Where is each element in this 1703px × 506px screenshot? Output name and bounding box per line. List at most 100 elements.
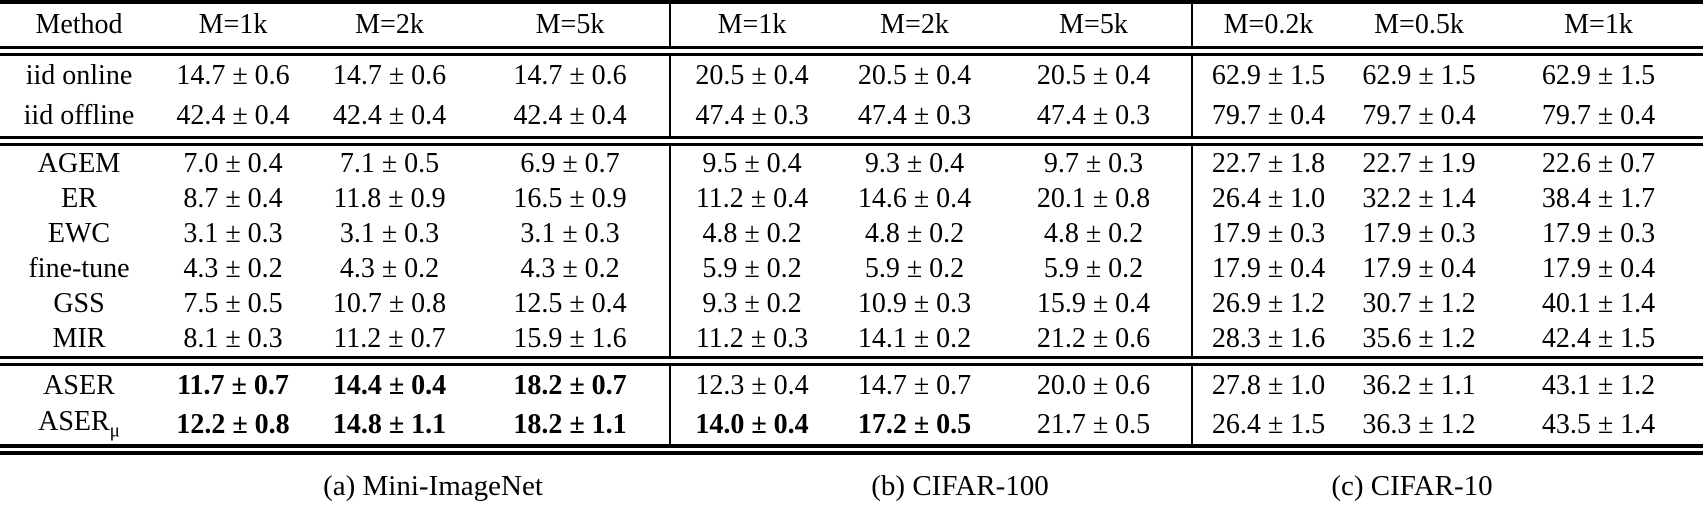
- value-cell: 36.2 ± 1.1: [1362, 369, 1476, 401]
- value-cell: 17.2 ± 0.5: [857, 408, 972, 440]
- method-cell: AGEM: [37, 147, 121, 179]
- value-cell: 14.8 ± 1.1: [332, 408, 447, 440]
- method-cell: ER: [61, 182, 97, 214]
- value-cell: 62.9 ± 1.5: [1541, 60, 1656, 91]
- value-cell: 11.2 ± 0.3: [669, 321, 833, 361]
- value-cell: 20.0 ± 0.6: [1036, 369, 1151, 401]
- value-cell: 42.4 ± 0.4: [176, 100, 290, 131]
- value-cell: 47.4 ± 0.3: [857, 100, 972, 131]
- col-header-c10-m02k: M=0.2k: [1191, 2, 1344, 51]
- value-cell: 15.9 ± 1.6: [513, 322, 627, 354]
- caption-cifar-100: (b) CIFAR-100: [871, 470, 1049, 502]
- method-cell: EWC: [47, 217, 111, 249]
- value-cell: 12.3 ± 0.4: [669, 361, 833, 405]
- value-cell: 62.9 ± 1.5: [1191, 51, 1344, 96]
- value-cell: 28.3 ± 1.6: [1191, 321, 1344, 361]
- value-cell: 14.4 ± 0.4: [332, 369, 447, 401]
- value-cell: 8.1 ± 0.3: [183, 322, 283, 354]
- value-cell: 22.7 ± 1.8: [1191, 141, 1344, 181]
- col-header-c100-m5k: M=5k: [1059, 9, 1128, 40]
- value-cell: 22.6 ± 0.7: [1541, 147, 1656, 179]
- value-cell: 9.7 ± 0.3: [1043, 147, 1144, 179]
- value-cell: 20.5 ± 0.4: [857, 60, 972, 91]
- value-cell: 4.8 ± 0.2: [864, 217, 965, 249]
- method-cell: fine-tune: [28, 252, 130, 284]
- value-cell: 38.4 ± 1.7: [1541, 182, 1656, 214]
- table-row-mir: MIR 8.1 ± 0.3 11.2 ± 0.7 15.9 ± 1.6 11.2…: [0, 321, 1703, 361]
- value-cell: 18.2 ± 1.1: [513, 408, 627, 440]
- method-cell: ASERμ: [38, 406, 120, 442]
- method-cell: MIR: [52, 322, 106, 354]
- value-cell: 17.9 ± 0.4: [1191, 251, 1344, 286]
- value-cell: 14.7 ± 0.7: [857, 369, 972, 401]
- caption-mini-imagenet: (a) Mini-ImageNet: [323, 470, 543, 502]
- value-cell: 8.7 ± 0.4: [183, 182, 283, 214]
- value-cell: 47.4 ± 0.3: [669, 96, 833, 141]
- value-cell: 6.9 ± 0.7: [520, 147, 620, 179]
- table-row-aser: ASER 11.7 ± 0.7 14.4 ± 0.4 18.2 ± 0.7 12…: [0, 361, 1703, 405]
- value-cell: 3.1 ± 0.3: [183, 217, 283, 249]
- value-cell: 14.7 ± 0.6: [176, 60, 290, 91]
- value-cell: 4.3 ± 0.2: [339, 252, 440, 284]
- value-cell: 4.8 ± 0.2: [1043, 217, 1144, 249]
- caption-cifar-10: (c) CIFAR-10: [1331, 470, 1493, 502]
- header-row: Method M=1k M=2k M=5k M=1k M=2k M=5k M=0…: [0, 2, 1703, 51]
- table-row-iid-offline: iid offline 42.4 ± 0.4 42.4 ± 0.4 42.4 ±…: [0, 96, 1703, 141]
- col-header-c100-m1k: M=1k: [669, 2, 833, 51]
- method-cell: ASER: [43, 369, 115, 401]
- value-cell: 9.3 ± 0.4: [864, 147, 965, 179]
- value-cell: 7.5 ± 0.5: [183, 287, 283, 319]
- value-cell: 36.3 ± 1.2: [1362, 408, 1476, 440]
- mu-subscript: μ: [109, 420, 120, 442]
- table-row-ewc: EWC 3.1 ± 0.3 3.1 ± 0.3 3.1 ± 0.3 4.8 ± …: [0, 216, 1703, 251]
- col-header-c10-m1k: M=1k: [1564, 9, 1633, 40]
- value-cell: 79.7 ± 0.4: [1541, 100, 1656, 131]
- table-row-aser-mu: ASERμ 12.2 ± 0.8 14.8 ± 1.1 18.2 ± 1.1 1…: [0, 405, 1703, 450]
- value-cell: 3.1 ± 0.3: [520, 217, 620, 249]
- value-cell: 17.9 ± 0.3: [1191, 216, 1344, 251]
- value-cell: 20.1 ± 0.8: [1036, 182, 1151, 214]
- table-row-iid-online: iid online 14.7 ± 0.6 14.7 ± 0.6 14.7 ± …: [0, 51, 1703, 96]
- value-cell: 26.4 ± 1.0: [1191, 181, 1344, 216]
- value-cell: 4.3 ± 0.2: [520, 252, 620, 284]
- value-cell: 30.7 ± 1.2: [1362, 287, 1476, 319]
- table-row-agem: AGEM 7.0 ± 0.4 7.1 ± 0.5 6.9 ± 0.7 9.5 ±…: [0, 141, 1703, 181]
- value-cell: 26.4 ± 1.5: [1191, 405, 1344, 450]
- value-cell: 17.9 ± 0.4: [1541, 252, 1656, 284]
- value-cell: 11.2 ± 0.7: [333, 322, 446, 354]
- value-cell: 79.7 ± 0.4: [1191, 96, 1344, 141]
- value-cell: 3.1 ± 0.3: [339, 217, 440, 249]
- value-cell: 17.9 ± 0.3: [1541, 217, 1656, 249]
- table-row-er: ER 8.7 ± 0.4 11.8 ± 0.9 16.5 ± 0.9 11.2 …: [0, 181, 1703, 216]
- value-cell: 5.9 ± 0.2: [1043, 252, 1144, 284]
- method-cell: iid offline: [23, 100, 135, 131]
- value-cell: 20.5 ± 0.4: [1036, 60, 1151, 91]
- value-cell: 14.7 ± 0.6: [332, 60, 447, 91]
- value-cell: 35.6 ± 1.2: [1362, 322, 1476, 354]
- table-row-fine-tune: fine-tune 4.3 ± 0.2 4.3 ± 0.2 4.3 ± 0.2 …: [0, 251, 1703, 286]
- value-cell: 12.2 ± 0.8: [176, 408, 290, 440]
- value-cell: 14.6 ± 0.4: [857, 182, 972, 214]
- value-cell: 21.2 ± 0.6: [1036, 322, 1151, 354]
- value-cell: 15.9 ± 0.4: [1036, 287, 1151, 319]
- value-cell: 18.2 ± 0.7: [513, 369, 627, 401]
- col-header-mini-m1k: M=1k: [198, 9, 268, 40]
- value-cell: 40.1 ± 1.4: [1541, 287, 1656, 319]
- value-cell: 32.2 ± 1.4: [1362, 182, 1476, 214]
- value-cell: 12.5 ± 0.4: [513, 287, 627, 319]
- value-cell: 42.4 ± 0.4: [332, 100, 447, 131]
- value-cell: 7.1 ± 0.5: [339, 147, 440, 179]
- value-cell: 43.5 ± 1.4: [1541, 408, 1656, 440]
- value-cell: 79.7 ± 0.4: [1362, 100, 1476, 131]
- value-cell: 5.9 ± 0.2: [669, 251, 833, 286]
- value-cell: 4.3 ± 0.2: [183, 252, 283, 284]
- value-cell: 14.1 ± 0.2: [857, 322, 972, 354]
- value-cell: 62.9 ± 1.5: [1362, 60, 1476, 91]
- table-row-gss: GSS 7.5 ± 0.5 10.7 ± 0.8 12.5 ± 0.4 9.3 …: [0, 286, 1703, 321]
- value-cell: 17.9 ± 0.3: [1362, 217, 1476, 249]
- value-cell: 11.2 ± 0.4: [669, 181, 833, 216]
- value-cell: 26.9 ± 1.2: [1191, 286, 1344, 321]
- value-cell: 43.1 ± 1.2: [1541, 369, 1656, 401]
- value-cell: 17.9 ± 0.4: [1362, 252, 1476, 284]
- col-header-c10-m05k: M=0.5k: [1374, 9, 1464, 40]
